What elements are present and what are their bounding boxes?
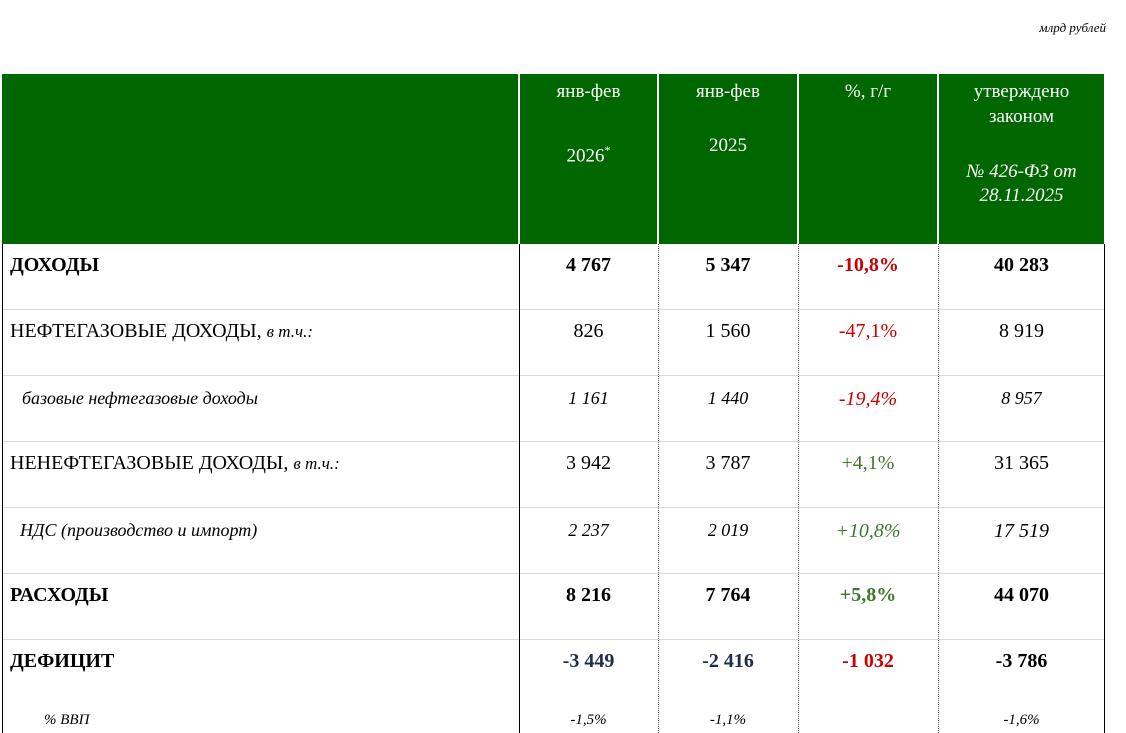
column-divider-dotted bbox=[798, 244, 799, 733]
header-col-2026-period: янв-фев bbox=[556, 81, 621, 102]
value-2025: 5 347 bbox=[705, 254, 751, 276]
value-2026: 1 161 bbox=[568, 388, 609, 408]
header-col-2026: янв-фев 2026* bbox=[520, 74, 657, 244]
table-row-expenditures: РАСХОДЫ 8 216 7 764 +5,8% 44 070 bbox=[2, 574, 1104, 640]
header-col-2025: янв-фев 2025 bbox=[659, 74, 797, 244]
row-label-text: НДС (производство и импорт) bbox=[20, 520, 258, 540]
value-yoy: +10,8% bbox=[835, 520, 901, 542]
value-2025: 1 560 bbox=[705, 320, 751, 342]
value-yoy: -10,8% bbox=[837, 254, 899, 276]
gdp-share-2025: -1,1% bbox=[709, 712, 747, 728]
table-row-revenues: ДОХОДЫ 4 767 5 347 -10,8% 40 283 bbox=[2, 244, 1104, 310]
header-col-law-line2: законом bbox=[988, 106, 1055, 127]
table-border-right bbox=[1104, 244, 1105, 733]
header-col-yoy-label: %, г/г bbox=[844, 81, 892, 102]
header-col-law-date: 28.11.2025 bbox=[979, 185, 1064, 206]
table-border-left bbox=[2, 244, 3, 733]
row-label-text: НЕНЕФТЕГАЗОВЫЕ ДОХОДЫ, в т.ч.: bbox=[10, 452, 340, 474]
header-divider bbox=[937, 74, 939, 244]
value-law: 40 283 bbox=[994, 254, 1049, 276]
value-law: 8 919 bbox=[999, 320, 1044, 342]
value-yoy: -47,1% bbox=[838, 320, 898, 342]
row-label-text: РАСХОДЫ bbox=[10, 584, 109, 606]
value-yoy: -19,4% bbox=[838, 388, 898, 410]
row-label-text: НЕФТЕГАЗОВЫЕ ДОХОДЫ, в т.ч.: bbox=[10, 320, 314, 342]
gdp-share-law: -1,6% bbox=[1003, 712, 1040, 728]
row-label-text: базовые нефтегазовые доходы bbox=[22, 388, 258, 408]
column-divider bbox=[519, 244, 520, 733]
value-2026: -3 449 bbox=[562, 650, 615, 672]
value-law: 31 365 bbox=[994, 452, 1049, 474]
header-divider bbox=[657, 74, 659, 244]
value-law: 17 519 bbox=[994, 520, 1049, 542]
row-label-text: ДЕФИЦИТ bbox=[10, 650, 115, 672]
value-2025: 1 440 bbox=[707, 388, 749, 408]
value-yoy: -1 032 bbox=[842, 650, 894, 672]
header-col-law-line1: утверждено bbox=[973, 81, 1070, 102]
gdp-share-label: % ВВП bbox=[44, 712, 90, 728]
value-2025: -2 416 bbox=[702, 650, 754, 672]
value-2026: 4 767 bbox=[566, 254, 611, 276]
value-law: 44 070 bbox=[994, 584, 1049, 606]
value-yoy: +4,1% bbox=[841, 452, 895, 474]
table-header: янв-фев 2026* янв-фев 2025 %, г/г утверж… bbox=[2, 74, 1104, 244]
value-yoy: +5,8% bbox=[839, 584, 897, 606]
table-row-base-oil-gas: базовые нефтегазовые доходы 1 161 1 440 … bbox=[2, 376, 1104, 442]
gdp-share-2026: -1,5% bbox=[570, 712, 607, 728]
unit-note: млрд рублей bbox=[1039, 20, 1106, 35]
column-divider-dotted bbox=[658, 244, 659, 733]
value-law: -3 786 bbox=[995, 650, 1048, 672]
header-col-law-number: № 426-ФЗ от bbox=[966, 161, 1077, 182]
row-label-text: ДОХОДЫ bbox=[10, 254, 100, 276]
header-col-yoy: %, г/г bbox=[799, 74, 937, 244]
value-2025: 7 764 bbox=[705, 584, 751, 606]
footnote-mark: * bbox=[604, 143, 611, 157]
value-2025: 2 019 bbox=[707, 520, 749, 540]
value-2026: 826 bbox=[573, 320, 604, 342]
value-2026: 3 942 bbox=[566, 452, 611, 474]
value-2026: 8 216 bbox=[566, 584, 611, 606]
header-col-2025-year: 2025 bbox=[709, 135, 747, 156]
table-row-vat: НДС (производство и импорт) 2 237 2 019 … bbox=[2, 508, 1104, 574]
header-divider bbox=[797, 74, 799, 244]
header-col-2026-year: 2026* bbox=[566, 143, 611, 167]
table-row-oil-gas: НЕФТЕГАЗОВЫЕ ДОХОДЫ, в т.ч.: 826 1 560 -… bbox=[2, 310, 1104, 376]
value-2026: 2 237 bbox=[568, 520, 609, 540]
value-2025: 3 787 bbox=[705, 452, 751, 474]
header-col-law: утверждено законом № 426-ФЗ от 28.11.202… bbox=[939, 74, 1104, 244]
table-row-non-oil-gas: НЕНЕФТЕГАЗОВЫЕ ДОХОДЫ, в т.ч.: 3 942 3 7… bbox=[2, 442, 1104, 508]
header-divider bbox=[518, 74, 520, 244]
table-row-deficit: ДЕФИЦИТ -3 449 -2 416 -1 032 -3 786 bbox=[2, 640, 1104, 733]
header-col-2025-period: янв-фев bbox=[696, 81, 760, 102]
column-divider-dotted bbox=[938, 244, 939, 733]
budget-table: ДОХОДЫ 4 767 5 347 -10,8% 40 283 НЕФТЕГА… bbox=[2, 244, 1104, 733]
value-law: 8 957 bbox=[1001, 388, 1042, 408]
